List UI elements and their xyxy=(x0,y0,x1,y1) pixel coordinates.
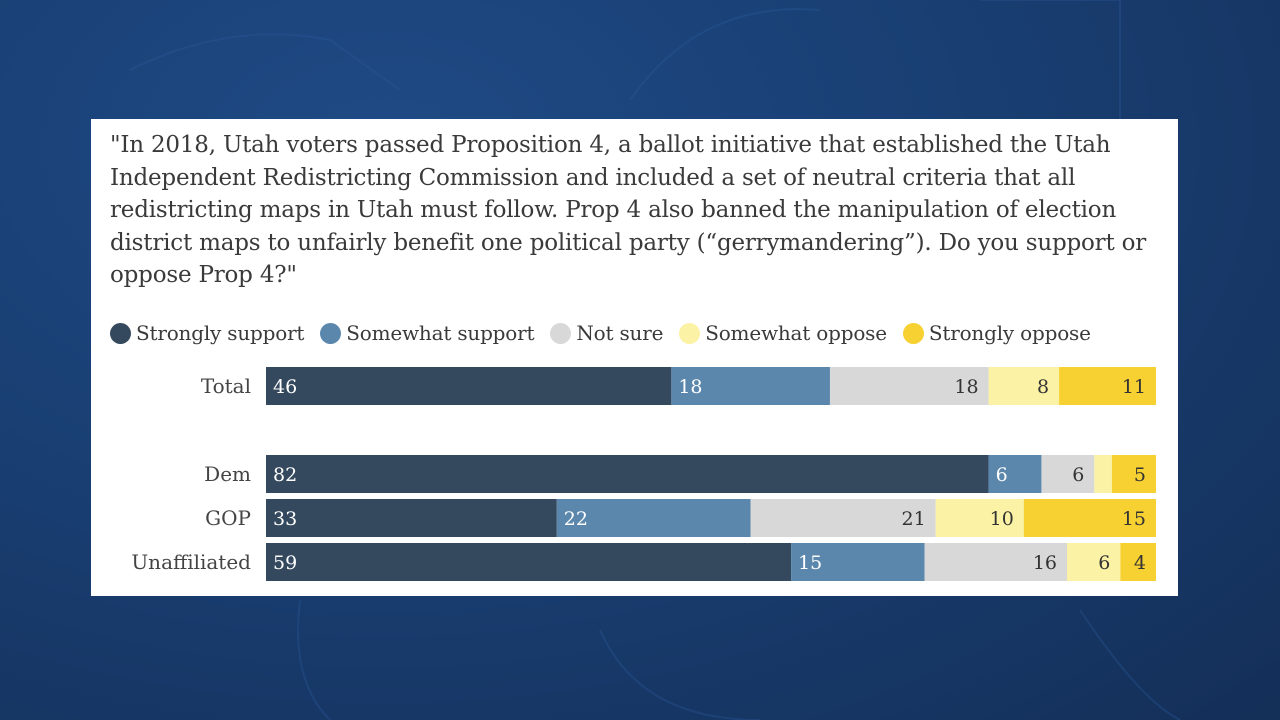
row-label-gop: GOP xyxy=(205,506,251,530)
bar-dem-strongly-support xyxy=(266,455,989,493)
value-label-gop-somewhat-oppose: 10 xyxy=(990,508,1014,530)
value-label-gop-not-sure: 21 xyxy=(902,508,926,530)
legend-swatch-somewhat-support xyxy=(320,322,342,344)
value-label-dem-strongly-support: 82 xyxy=(273,464,297,486)
value-label-total-strongly-support: 46 xyxy=(273,376,297,398)
legend-label-somewhat-support: Somewhat support xyxy=(346,321,535,345)
value-label-total-somewhat-oppose: 8 xyxy=(1037,376,1049,398)
legend-item-not-sure: Not sure xyxy=(550,321,663,345)
legend-label-somewhat-oppose: Somewhat oppose xyxy=(705,321,887,345)
bar-gop-somewhat-support xyxy=(556,499,751,537)
legend-label-strongly-oppose: Strongly oppose xyxy=(928,321,1091,345)
bar-gop-strongly-oppose xyxy=(1023,499,1156,537)
bar-total-not-sure xyxy=(829,367,989,405)
question-text: "In 2018, Utah voters passed Proposition… xyxy=(110,132,1147,288)
bar-gop-strongly-support xyxy=(266,499,557,537)
bar-total-strongly-oppose xyxy=(1059,367,1156,405)
value-label-unaffiliated-not-sure: 16 xyxy=(1033,552,1057,574)
row-label-dem: Dem xyxy=(204,462,251,486)
row-label-unaffiliated: Unaffiliated xyxy=(131,550,251,574)
bar-unaffiliated-not-sure xyxy=(924,543,1067,581)
legend-item-somewhat-oppose: Somewhat oppose xyxy=(679,321,887,345)
bar-dem-somewhat-oppose xyxy=(1094,455,1112,493)
poll-card: "In 2018, Utah voters passed Proposition… xyxy=(91,119,1178,596)
row-label-total: Total xyxy=(201,374,251,398)
legend-label-strongly-support: Strongly support xyxy=(136,321,305,345)
legend-swatch-strongly-support xyxy=(110,322,131,344)
value-label-unaffiliated-somewhat-support: 15 xyxy=(798,552,822,574)
bar-unaffiliated-somewhat-oppose xyxy=(1067,543,1121,581)
bar-dem-somewhat-support xyxy=(988,455,1042,493)
bar-dem-strongly-oppose xyxy=(1111,455,1156,493)
value-label-unaffiliated-strongly-oppose: 4 xyxy=(1134,552,1146,574)
value-label-dem-not-sure: 6 xyxy=(1072,464,1084,486)
bar-total-somewhat-support xyxy=(671,367,830,405)
value-label-total-not-sure: 18 xyxy=(954,376,978,398)
bar-unaffiliated-strongly-oppose xyxy=(1120,543,1156,581)
value-label-dem-strongly-oppose: 5 xyxy=(1134,464,1146,486)
legend-swatch-strongly-oppose xyxy=(902,322,924,344)
value-label-gop-strongly-oppose: 15 xyxy=(1122,508,1146,530)
value-label-total-strongly-oppose: 11 xyxy=(1122,376,1146,398)
bar-unaffiliated-strongly-support xyxy=(266,543,792,581)
value-label-unaffiliated-somewhat-oppose: 6 xyxy=(1098,552,1110,574)
value-label-gop-strongly-support: 33 xyxy=(273,508,297,530)
bar-gop-not-sure xyxy=(750,499,936,537)
bar-total-somewhat-oppose xyxy=(988,367,1060,405)
legend: Strongly support Somewhat support Not su… xyxy=(110,319,1107,347)
legend-swatch-somewhat-oppose xyxy=(679,322,701,344)
value-label-dem-somewhat-support: 6 xyxy=(996,464,1008,486)
legend-item-somewhat-support: Somewhat support xyxy=(320,321,535,345)
bar-total-strongly-support xyxy=(266,367,672,405)
legend-item-strongly-support: Strongly support xyxy=(110,321,304,345)
value-label-gop-somewhat-support: 22 xyxy=(564,508,588,530)
bar-unaffiliated-somewhat-support xyxy=(791,543,925,581)
value-label-total-somewhat-support: 18 xyxy=(678,376,702,398)
legend-swatch-not-sure xyxy=(550,322,572,344)
value-label-unaffiliated-strongly-support: 59 xyxy=(273,552,297,574)
legend-label-not-sure: Not sure xyxy=(576,321,664,345)
bar-dem-not-sure xyxy=(1041,455,1095,493)
legend-item-strongly-oppose: Strongly oppose xyxy=(902,321,1091,345)
bar-gop-somewhat-oppose xyxy=(935,499,1024,537)
